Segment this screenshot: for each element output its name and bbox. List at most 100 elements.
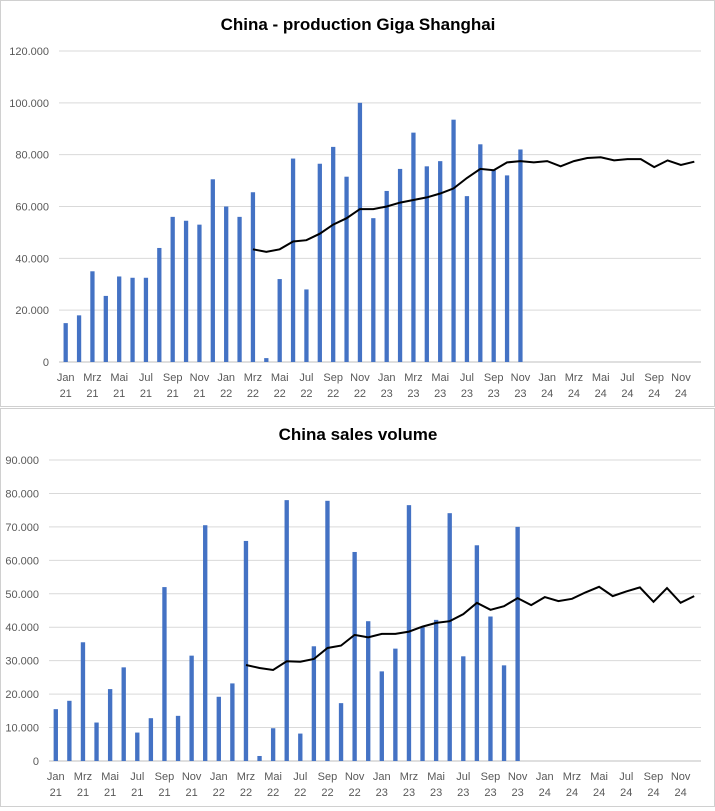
sales-x-tick-month: Sep (318, 771, 338, 783)
sales-bar (270, 728, 276, 761)
sales-bar (121, 667, 126, 761)
production-x-tick-year: 23 (434, 388, 446, 400)
production-x-tick-month: Sep (163, 372, 183, 384)
production-x-tick-year: 21 (167, 388, 179, 400)
production-x-tick-month: Jul (299, 372, 313, 384)
sales-y-tick-label: 10.000 (5, 723, 39, 735)
sales-x-tick-month: Mai (427, 771, 445, 783)
production-x-tick-month: Mrz (244, 372, 262, 384)
sales-bar (366, 621, 371, 761)
sales-x-tick-month: Nov (182, 771, 202, 783)
production-moving-average-line (252, 156, 695, 253)
production-bar (504, 175, 510, 362)
production-x-tick-year: 24 (621, 388, 633, 400)
production-x-tick-month: Nov (190, 372, 210, 384)
production-bar (518, 149, 523, 362)
sales-bar (243, 540, 249, 761)
sales-x-tick-year: 22 (240, 787, 252, 799)
production-bar (438, 161, 443, 362)
production-x-tick-month: Jan (538, 372, 556, 384)
production-bar (277, 279, 282, 362)
sales-bar (311, 646, 317, 761)
production-x-tick-year: 23 (381, 388, 393, 400)
sales-x-tick-year: 24 (566, 787, 578, 799)
production-bar (344, 176, 349, 362)
sales-bar (203, 525, 208, 761)
sales-bar (325, 500, 330, 761)
sales-x-tick-month: Sep (155, 771, 175, 783)
sales-bar (379, 671, 384, 761)
production-x-tick-year: 23 (488, 388, 500, 400)
sales-bar (216, 696, 221, 761)
sales-x-tick-month: Sep (481, 771, 501, 783)
production-x-tick-year: 23 (407, 388, 419, 400)
sales-y-tick-label: 60.000 (5, 555, 39, 567)
production-y-tick-label: 80.000 (15, 150, 49, 162)
production-bar (103, 295, 108, 362)
production-x-tick-year: 23 (514, 388, 526, 400)
production-y-tick-label: 0 (43, 357, 49, 369)
production-bar (90, 271, 95, 362)
sales-bar (447, 513, 452, 761)
sales-bar (189, 655, 194, 761)
sales-x-tick-year: 22 (321, 787, 333, 799)
production-bar (304, 289, 309, 362)
production-bar (197, 224, 202, 362)
production-x-tick-year: 24 (648, 388, 660, 400)
sales-bar (488, 616, 493, 761)
production-x-tick-year: 22 (274, 388, 286, 400)
sales-bar (461, 656, 466, 761)
production-x-tick-month: Jul (460, 372, 474, 384)
production-x-tick-year: 21 (86, 388, 98, 400)
production-chart-title: China - production Giga Shanghai (221, 15, 496, 34)
sales-y-tick-label: 0 (33, 756, 39, 768)
production-x-tick-month: Jan (217, 372, 235, 384)
production-bar (317, 163, 322, 362)
production-x-tick-year: 22 (354, 388, 366, 400)
sales-x-tick-month: Nov (508, 771, 528, 783)
sales-chart-title: China sales volume (279, 425, 438, 444)
production-bar (224, 206, 229, 362)
production-x-tick-month: Jan (378, 372, 396, 384)
sales-y-tick-label: 30.000 (5, 656, 39, 668)
production-x-tick-year: 22 (247, 388, 259, 400)
sales-x-tick-month: Nov (345, 771, 365, 783)
production-x-tick-year: 22 (300, 388, 312, 400)
sales-x-tick-year: 21 (104, 787, 116, 799)
production-x-tick-year: 21 (60, 388, 72, 400)
sales-y-tick-label: 20.000 (5, 689, 39, 701)
production-x-tick-year: 22 (327, 388, 339, 400)
production-bar (411, 132, 416, 362)
sales-bar (501, 665, 507, 761)
production-bar (210, 179, 215, 362)
sales-x-tick-month: Jan (373, 771, 391, 783)
production-x-tick-year: 22 (220, 388, 232, 400)
production-y-tick-label: 20.000 (15, 305, 49, 317)
production-x-tick-year: 24 (541, 388, 553, 400)
sales-x-tick-year: 23 (512, 787, 524, 799)
sales-y-tick-label: 40.000 (5, 622, 39, 634)
sales-x-tick-year: 24 (539, 787, 551, 799)
production-bar (451, 119, 456, 362)
sales-x-tick-month: Mai (590, 771, 608, 783)
production-chart: China - production Giga Shanghai 0 20.000… (9, 15, 701, 400)
sales-x-tick-year: 22 (267, 787, 279, 799)
production-x-tick-month: Jul (139, 372, 153, 384)
production-bar (237, 216, 242, 362)
sales-bar (420, 627, 425, 761)
production-bar (264, 358, 269, 362)
production-x-tick-month: Mai (592, 372, 610, 384)
sales-bar (474, 545, 480, 761)
sales-x-tick-year: 21 (186, 787, 198, 799)
production-bar (478, 144, 483, 362)
sales-bar (284, 500, 289, 761)
sales-y-tick-label: 80.000 (5, 488, 39, 500)
sales-bar (406, 505, 412, 761)
sales-x-tick-year: 24 (675, 787, 687, 799)
sales-x-tick-year: 21 (158, 787, 170, 799)
sales-bar (53, 709, 58, 761)
sales-x-tick-month: Jul (130, 771, 144, 783)
production-bar (250, 192, 256, 362)
production-chart-panel: China - production Giga Shanghai 0 20.000… (0, 0, 715, 407)
sales-chart: China sales volume 0 10.000 20.000 30.000 40… (5, 425, 701, 799)
